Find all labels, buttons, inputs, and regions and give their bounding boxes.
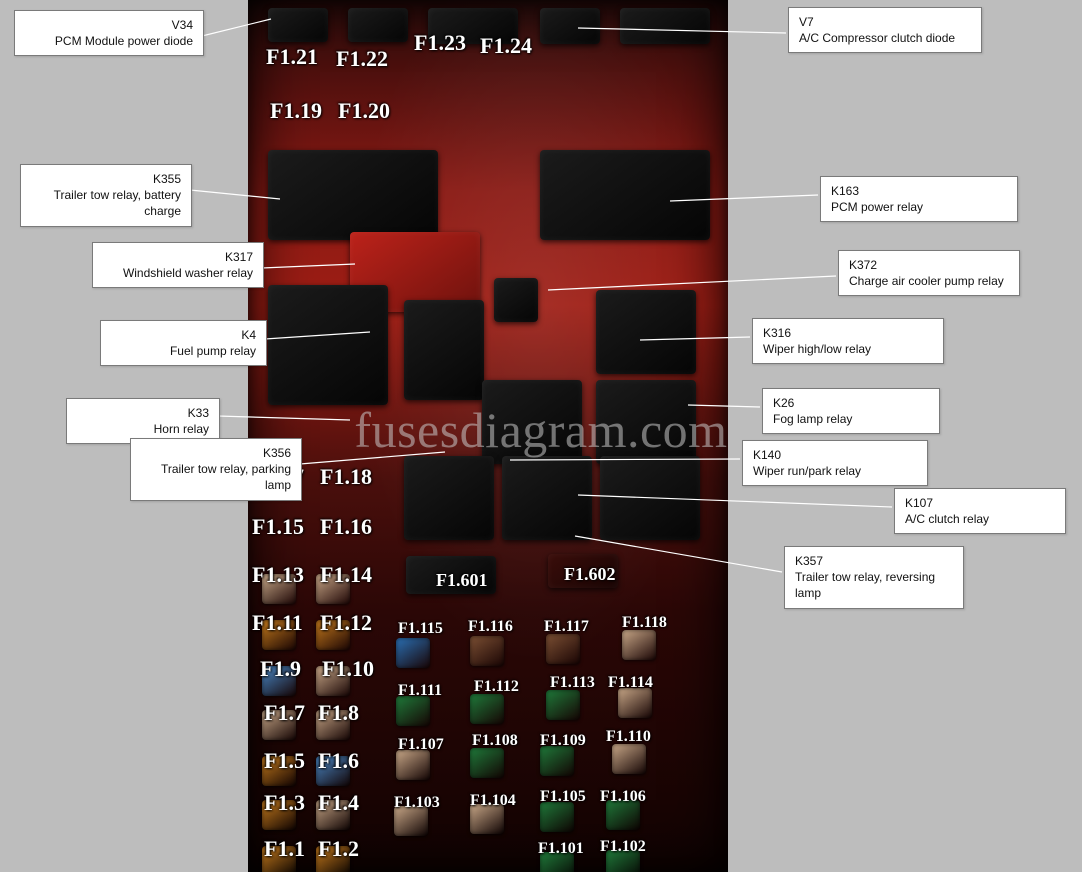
mini-fuse <box>540 802 574 832</box>
mini-fuse <box>470 748 504 778</box>
mini-fuse <box>262 800 296 830</box>
mini-fuse <box>316 756 350 786</box>
component-cube <box>348 8 408 42</box>
callout-box: K356Trailer tow relay, parking lamp <box>130 438 302 501</box>
mini-fuse <box>316 800 350 830</box>
mini-fuse <box>316 666 350 696</box>
mini-fuse <box>606 850 640 872</box>
callout-desc: Wiper run/park relay <box>753 464 861 478</box>
mini-fuse <box>618 688 652 718</box>
component-cube <box>404 456 494 540</box>
mini-fuse <box>546 634 580 664</box>
callout-desc: A/C clutch relay <box>905 512 989 526</box>
component-cube <box>268 8 328 42</box>
mini-fuse <box>316 574 350 604</box>
component-cube <box>406 556 496 594</box>
mini-fuse <box>396 750 430 780</box>
callout-id: K107 <box>905 495 1055 511</box>
component-cube <box>600 456 700 540</box>
mini-fuse <box>262 710 296 740</box>
mini-fuse <box>262 574 296 604</box>
callout-id: K372 <box>849 257 1009 273</box>
mini-fuse <box>262 846 296 872</box>
callout-id: K357 <box>795 553 953 569</box>
callout-id: K26 <box>773 395 929 411</box>
callout-desc: Charge air cooler pump relay <box>849 274 1004 288</box>
callout-box: K317Windshield washer relay <box>92 242 264 288</box>
callout-desc: PCM Module power diode <box>55 34 193 48</box>
callout-desc: PCM power relay <box>831 200 923 214</box>
mini-fuse <box>470 694 504 724</box>
callout-box: K163PCM power relay <box>820 176 1018 222</box>
callout-id: K33 <box>77 405 209 421</box>
mini-fuse <box>316 846 350 872</box>
callout-box: K140Wiper run/park relay <box>742 440 928 486</box>
mini-fuse <box>262 666 296 696</box>
mini-fuse <box>540 852 574 872</box>
mini-fuse <box>316 710 350 740</box>
callout-id: K4 <box>111 327 256 343</box>
callout-box: K4Fuel pump relay <box>100 320 267 366</box>
mini-fuse <box>606 800 640 830</box>
callout-box: K372Charge air cooler pump relay <box>838 250 1020 296</box>
component-cube <box>268 285 388 405</box>
callout-id: K355 <box>31 171 181 187</box>
mini-fuse <box>622 630 656 660</box>
component-cube <box>620 8 710 44</box>
mini-fuse <box>394 806 428 836</box>
callout-box: K316Wiper high/low relay <box>752 318 944 364</box>
mini-fuse <box>612 744 646 774</box>
component-cube <box>404 300 484 400</box>
component-cube <box>268 150 438 240</box>
callout-id: V34 <box>25 17 193 33</box>
callout-id: K163 <box>831 183 1007 199</box>
callout-id: K317 <box>103 249 253 265</box>
component-cube <box>428 8 518 44</box>
mini-fuse <box>316 620 350 650</box>
callout-id: K356 <box>141 445 291 461</box>
callout-desc: Windshield washer relay <box>123 266 253 280</box>
callout-box: K357Trailer tow relay, reversing lamp <box>784 546 964 609</box>
mini-fuse <box>396 638 430 668</box>
component-cube <box>494 278 538 322</box>
callout-box: V34PCM Module power diode <box>14 10 204 56</box>
callout-desc: Fuel pump relay <box>170 344 256 358</box>
callout-id: K140 <box>753 447 917 463</box>
mini-fuse <box>262 620 296 650</box>
callout-id: K316 <box>763 325 933 341</box>
mini-fuse <box>546 690 580 720</box>
mini-fuse <box>262 756 296 786</box>
callout-box: K26Fog lamp relay <box>762 388 940 434</box>
mini-fuse <box>396 696 430 726</box>
component-cube <box>548 554 618 588</box>
callout-desc: Trailer tow relay, parking lamp <box>161 462 291 492</box>
callout-box: K355Trailer tow relay, battery charge <box>20 164 192 227</box>
component-cube <box>502 456 592 540</box>
component-cube <box>596 290 696 374</box>
callout-desc: Trailer tow relay, battery charge <box>54 188 181 218</box>
callout-desc: Fog lamp relay <box>773 412 852 426</box>
mini-fuse <box>470 636 504 666</box>
callout-desc: Trailer tow relay, reversing lamp <box>795 570 935 600</box>
callout-box: V7A/C Compressor clutch diode <box>788 7 982 53</box>
callout-id: V7 <box>799 14 971 30</box>
callout-desc: Wiper high/low relay <box>763 342 871 356</box>
callout-desc: Horn relay <box>154 422 209 436</box>
component-cube <box>540 8 600 44</box>
component-cube <box>540 150 710 240</box>
component-cube <box>596 380 696 464</box>
callout-desc: A/C Compressor clutch diode <box>799 31 955 45</box>
component-cube <box>482 380 582 464</box>
mini-fuse <box>540 746 574 776</box>
callout-box: K107A/C clutch relay <box>894 488 1066 534</box>
mini-fuse <box>470 804 504 834</box>
